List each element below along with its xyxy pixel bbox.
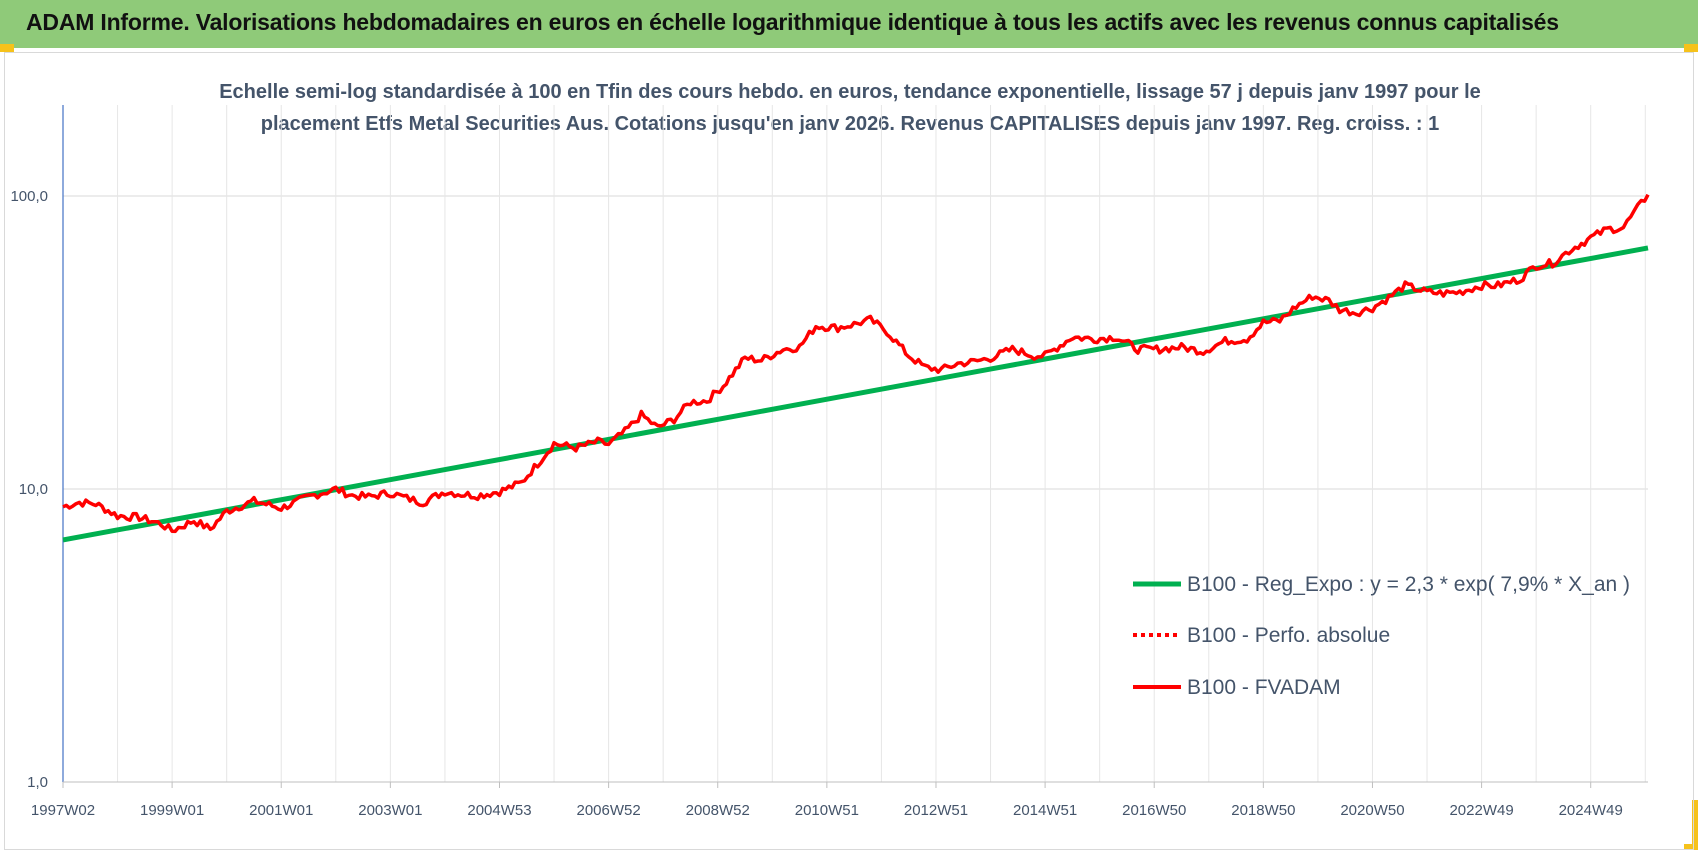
corner-marker-bottom-right-base	[1684, 844, 1698, 850]
y-tick-label: 100,0	[10, 188, 48, 205]
axis-layer: 1,0 10,0 100,0 1997W02 1999W01 2001W01 2003W01…	[10, 105, 1648, 819]
series-line-2	[62, 193, 1650, 534]
series-layer	[62, 193, 1650, 543]
x-tick-label: 2008W52	[686, 802, 750, 819]
x-tick-label: 2016W50	[1122, 802, 1186, 819]
corner-marker-top-right	[1684, 44, 1698, 52]
legend-label-2: B100 - FVADAM	[1187, 676, 1341, 699]
legend-label-0: B100 - Reg_Expo : y = 2,3 * exp( 7,9% * …	[1187, 573, 1630, 596]
x-tick-label: 2020W50	[1340, 802, 1404, 819]
x-tick-label: 2010W51	[795, 802, 859, 819]
x-tick-label: 2003W01	[358, 802, 422, 819]
x-tick-label: 2022W49	[1449, 802, 1513, 819]
x-tick-label: 2012W51	[904, 802, 968, 819]
y-tick-label: 1,0	[27, 774, 48, 791]
page-title: ADAM Informe. Valorisations hebdomadaire…	[26, 9, 1559, 35]
x-tick-label: 2018W50	[1231, 802, 1295, 819]
chart-frame	[4, 52, 1694, 850]
x-tick-label: 1997W02	[31, 802, 95, 819]
series-line-0	[62, 245, 1649, 543]
chart-subtitle-line-2: placement Etfs Metal Securities Aus. Cot…	[260, 113, 1440, 135]
chart-subtitle-line-1: Echelle semi-log standardisée à 100 en T…	[219, 81, 1481, 103]
x-tick-label: 2004W53	[467, 802, 531, 819]
corner-marker-top-left	[0, 44, 14, 52]
legend-label-1: B100 - Perfo. absolue	[1187, 624, 1390, 647]
x-tick-label: 2001W01	[249, 802, 313, 819]
corner-marker-bottom-right	[1692, 800, 1698, 850]
x-tick-label: 1999W01	[140, 802, 204, 819]
chart-subtitle: Echelle semi-log standardisée à 100 en T…	[150, 76, 1550, 140]
y-tick-label: 10,0	[19, 481, 48, 498]
grid-layer	[63, 105, 1648, 783]
x-tick-label: 2006W52	[577, 802, 641, 819]
x-tick-label: 2014W51	[1013, 802, 1077, 819]
x-tick-label: 2024W49	[1559, 802, 1623, 819]
header-banner: ADAM Informe. Valorisations hebdomadaire…	[0, 0, 1698, 48]
legend: B100 - Reg_Expo : y = 2,3 * exp( 7,9% * …	[1133, 573, 1630, 699]
